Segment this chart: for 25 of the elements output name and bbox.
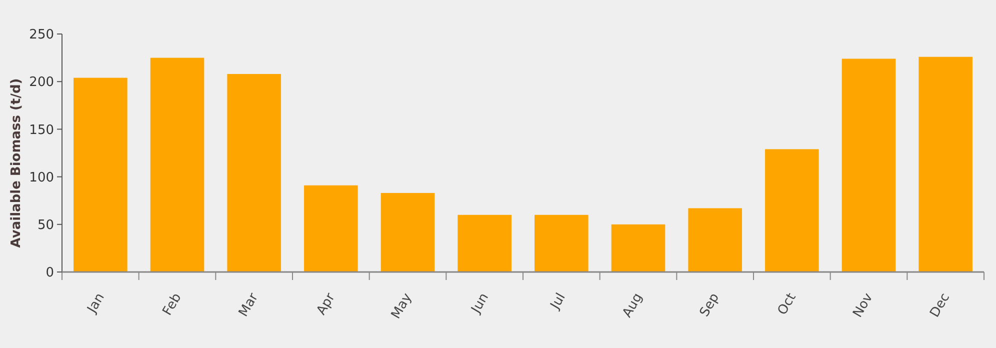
- bar: [688, 208, 742, 272]
- bar: [611, 224, 666, 272]
- bar: [380, 192, 435, 272]
- y-tick-label: 250: [29, 28, 54, 43]
- y-tick-label: 100: [29, 170, 54, 186]
- x-tick-label: Feb: [160, 290, 185, 318]
- y-tick-label: 150: [29, 122, 54, 138]
- y-tick-label: 0: [46, 266, 54, 281]
- bar: [765, 149, 819, 272]
- bar: [918, 56, 972, 272]
- bar: [227, 74, 281, 272]
- x-tick-label: Jun: [468, 290, 492, 317]
- y-tick-label: 200: [29, 75, 54, 90]
- x-tick-label: Sep: [697, 290, 722, 320]
- bar: [304, 185, 358, 272]
- bar: [150, 58, 204, 272]
- bar: [458, 214, 512, 272]
- y-tick-label: 50: [37, 218, 54, 233]
- y-axis-title: Available Biomass (t/d): [9, 78, 24, 248]
- bar: [74, 78, 128, 272]
- x-tick-label: Jul: [547, 290, 569, 313]
- bar: [534, 214, 588, 272]
- bar: [842, 58, 896, 272]
- x-tick-label: Oct: [775, 290, 800, 318]
- x-tick-label: Jan: [84, 290, 108, 316]
